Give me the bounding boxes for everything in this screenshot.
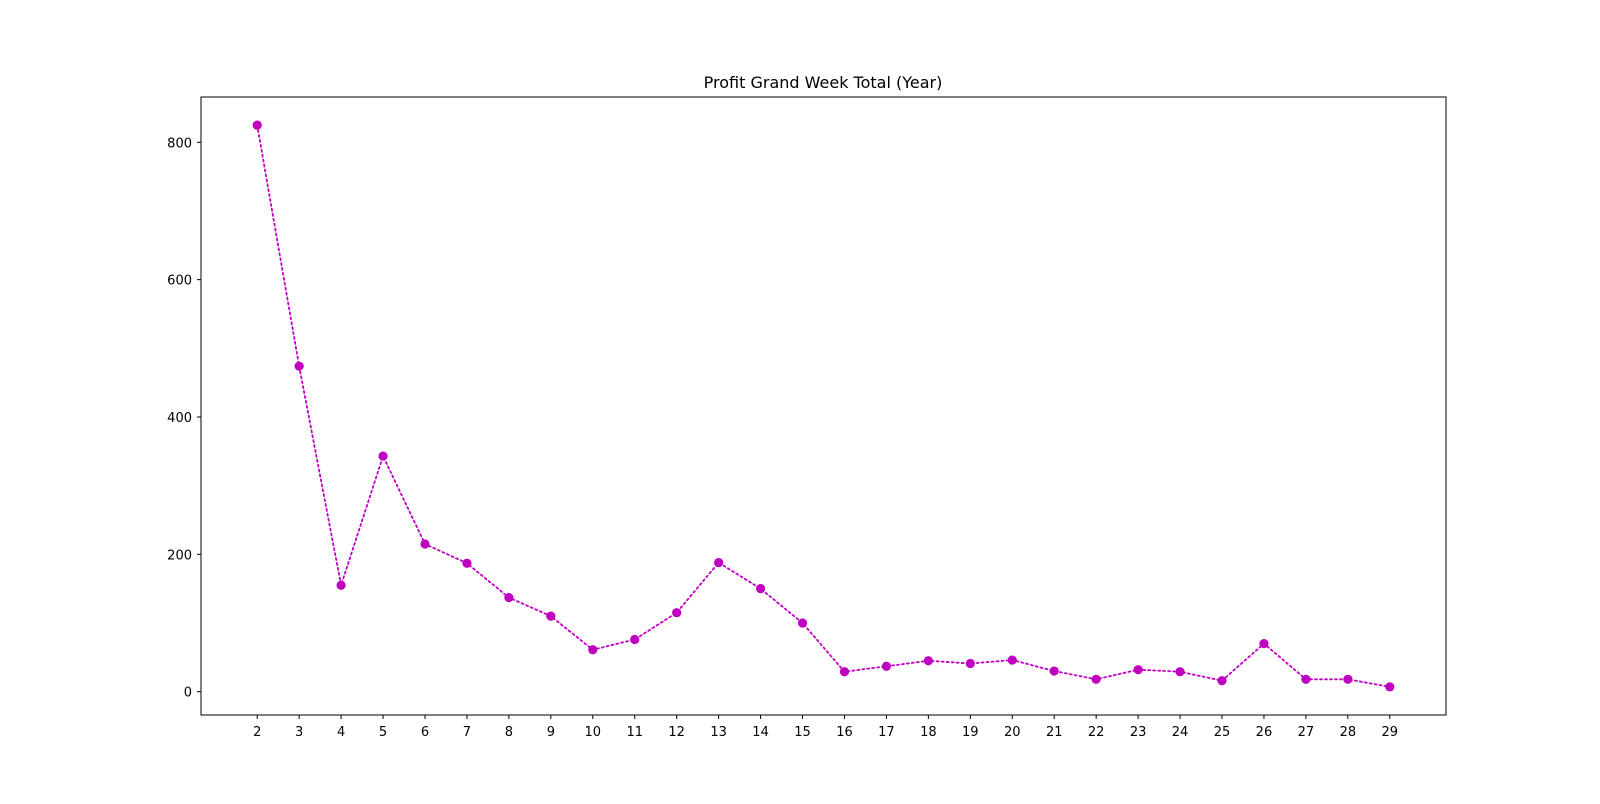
x-tick-label: 5 bbox=[379, 725, 387, 740]
data-point bbox=[588, 645, 598, 655]
x-tick-label: 24 bbox=[1172, 725, 1189, 740]
data-point bbox=[1091, 674, 1101, 684]
x-tick-label: 22 bbox=[1088, 725, 1105, 740]
series-layer bbox=[252, 120, 1395, 692]
y-tick-label: 800 bbox=[167, 136, 192, 151]
data-point bbox=[1217, 676, 1227, 686]
data-point bbox=[1301, 674, 1311, 684]
data-point bbox=[462, 558, 472, 568]
x-tick-label: 26 bbox=[1256, 725, 1273, 740]
x-tick-label: 12 bbox=[668, 725, 685, 740]
x-tick-label: 20 bbox=[1004, 725, 1021, 740]
x-tick-label: 18 bbox=[920, 725, 937, 740]
y-tick-label: 0 bbox=[184, 686, 192, 701]
x-tick-label: 8 bbox=[505, 725, 513, 740]
data-point bbox=[546, 611, 556, 621]
y-tick-label: 200 bbox=[167, 548, 192, 563]
x-tick-label: 27 bbox=[1298, 725, 1315, 740]
x-tick-label: 7 bbox=[463, 725, 471, 740]
data-point bbox=[797, 618, 808, 628]
data-point bbox=[420, 539, 430, 549]
data-point bbox=[755, 584, 766, 594]
series-line bbox=[256, 124, 1391, 688]
data-point bbox=[336, 580, 346, 590]
chart-title: Profit Grand Week Total (Year) bbox=[704, 73, 943, 92]
x-tick-label: 14 bbox=[752, 725, 769, 740]
x-tick-label: 3 bbox=[295, 725, 303, 740]
data-point bbox=[504, 592, 514, 603]
data-point bbox=[630, 634, 640, 645]
x-tick-label: 25 bbox=[1214, 725, 1231, 740]
data-point bbox=[1175, 667, 1185, 677]
data-point bbox=[881, 661, 892, 671]
x-tick-label: 23 bbox=[1130, 725, 1147, 740]
x-tick-label: 9 bbox=[547, 725, 555, 740]
x-tick-label: 28 bbox=[1340, 725, 1357, 740]
plot-area-frame bbox=[200, 96, 1447, 716]
data-point bbox=[294, 361, 304, 371]
x-tick-label: 10 bbox=[585, 725, 602, 740]
data-point bbox=[378, 451, 388, 461]
x-tick-label: 17 bbox=[878, 725, 895, 740]
data-point bbox=[252, 120, 262, 130]
x-tick-label: 16 bbox=[836, 725, 853, 740]
data-point bbox=[1385, 682, 1395, 692]
x-tick-label: 4 bbox=[337, 725, 345, 740]
x-axis-ticks: 2 3 4 5 6 7 8 9 10 11 12 13 14 15 16 17 18 19 20 21 22 23 24 25… bbox=[253, 715, 1398, 740]
y-tick-label: 400 bbox=[167, 411, 192, 426]
y-tick-label: 600 bbox=[167, 274, 192, 289]
x-tick-label: 19 bbox=[962, 725, 979, 740]
x-tick-label: 15 bbox=[794, 725, 811, 740]
data-point bbox=[1007, 655, 1017, 665]
x-tick-label: 21 bbox=[1046, 725, 1063, 740]
data-point bbox=[923, 656, 933, 666]
data-point bbox=[714, 557, 724, 568]
x-tick-label: 6 bbox=[421, 725, 429, 740]
x-tick-label: 29 bbox=[1382, 725, 1399, 740]
y-axis-ticks: 0 200 400 600 800 bbox=[167, 136, 201, 701]
data-point bbox=[1049, 666, 1059, 676]
x-tick-label: 13 bbox=[710, 725, 727, 740]
data-point bbox=[672, 608, 682, 618]
x-tick-label: 2 bbox=[253, 725, 261, 740]
x-tick-label: 11 bbox=[626, 725, 643, 740]
data-point bbox=[839, 667, 850, 677]
data-point bbox=[1343, 674, 1353, 684]
data-point bbox=[1133, 665, 1143, 675]
data-point bbox=[1259, 638, 1269, 649]
data-point bbox=[965, 658, 975, 669]
